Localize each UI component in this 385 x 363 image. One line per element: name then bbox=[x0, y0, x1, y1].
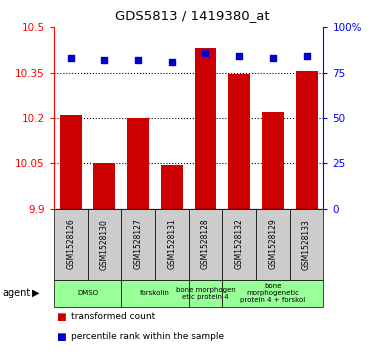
Bar bbox=[60, 115, 82, 209]
Text: GSM1528131: GSM1528131 bbox=[167, 219, 176, 269]
Bar bbox=[262, 112, 284, 209]
Text: GSM1528133: GSM1528133 bbox=[302, 219, 311, 270]
Point bbox=[101, 57, 107, 63]
FancyBboxPatch shape bbox=[88, 209, 121, 280]
FancyBboxPatch shape bbox=[54, 280, 121, 307]
Text: GSM1528127: GSM1528127 bbox=[134, 219, 142, 269]
Bar bbox=[296, 71, 318, 209]
FancyBboxPatch shape bbox=[121, 280, 189, 307]
Text: ■: ■ bbox=[56, 312, 65, 322]
Bar bbox=[161, 165, 183, 209]
FancyBboxPatch shape bbox=[121, 209, 155, 280]
Text: GSM1528132: GSM1528132 bbox=[235, 219, 244, 269]
Text: GSM1528129: GSM1528129 bbox=[268, 219, 277, 269]
Text: GSM1528126: GSM1528126 bbox=[66, 219, 75, 269]
Text: ■: ■ bbox=[56, 332, 65, 342]
Point bbox=[203, 50, 209, 56]
Bar bbox=[127, 118, 149, 209]
Text: GSM1528130: GSM1528130 bbox=[100, 219, 109, 270]
FancyBboxPatch shape bbox=[290, 209, 323, 280]
Text: agent: agent bbox=[2, 288, 30, 298]
Bar bbox=[228, 74, 250, 209]
Point bbox=[135, 57, 141, 63]
Text: transformed count: transformed count bbox=[71, 312, 156, 321]
Text: GSM1528128: GSM1528128 bbox=[201, 219, 210, 269]
Point bbox=[303, 53, 310, 59]
Point bbox=[270, 55, 276, 61]
FancyBboxPatch shape bbox=[223, 209, 256, 280]
Point bbox=[236, 53, 242, 59]
FancyBboxPatch shape bbox=[54, 209, 88, 280]
FancyBboxPatch shape bbox=[189, 209, 223, 280]
Text: DMSO: DMSO bbox=[77, 290, 98, 296]
Point bbox=[68, 55, 74, 61]
Text: percentile rank within the sample: percentile rank within the sample bbox=[71, 332, 224, 341]
FancyBboxPatch shape bbox=[223, 280, 323, 307]
Bar bbox=[194, 48, 216, 209]
FancyBboxPatch shape bbox=[256, 209, 290, 280]
Text: GDS5813 / 1419380_at: GDS5813 / 1419380_at bbox=[115, 9, 270, 22]
FancyBboxPatch shape bbox=[155, 209, 189, 280]
Text: bone
morphogenetic
protein 4 + forskol: bone morphogenetic protein 4 + forskol bbox=[240, 283, 305, 303]
FancyBboxPatch shape bbox=[189, 280, 223, 307]
Text: bone morphogen
etic protein 4: bone morphogen etic protein 4 bbox=[176, 287, 235, 299]
Text: forskolin: forskolin bbox=[140, 290, 170, 296]
Text: ▶: ▶ bbox=[32, 288, 39, 298]
Point bbox=[169, 59, 175, 65]
Bar bbox=[94, 163, 115, 209]
